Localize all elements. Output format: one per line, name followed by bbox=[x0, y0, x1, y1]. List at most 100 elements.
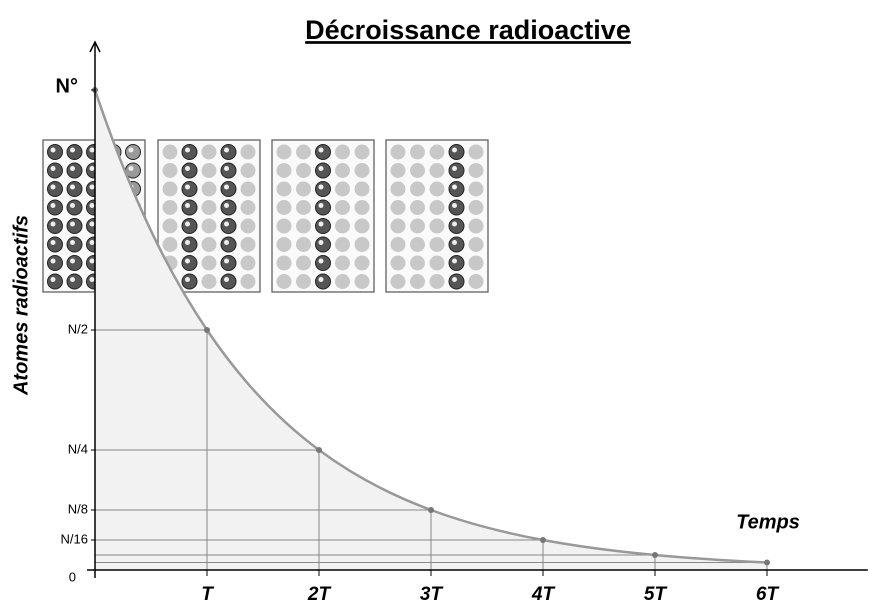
atom bbox=[448, 199, 465, 216]
atom bbox=[354, 274, 370, 289]
atom bbox=[276, 218, 292, 234]
y-tick-label: N/16 bbox=[61, 531, 88, 546]
atom bbox=[335, 218, 350, 234]
atom bbox=[66, 144, 83, 160]
decay-curve bbox=[93, 89, 768, 564]
x-tick-label: 4T bbox=[531, 584, 556, 605]
atom bbox=[410, 163, 425, 178]
atom bbox=[335, 200, 350, 215]
atom bbox=[181, 273, 198, 290]
x-tick-label: 6T bbox=[756, 584, 780, 605]
atom bbox=[410, 181, 425, 197]
atom bbox=[468, 237, 484, 252]
atom bbox=[315, 218, 331, 234]
atom bbox=[335, 144, 350, 160]
atom bbox=[201, 144, 217, 160]
atom-highlight bbox=[318, 240, 324, 245]
atom bbox=[66, 218, 83, 234]
atom bbox=[66, 199, 83, 216]
atom bbox=[429, 274, 445, 289]
atom bbox=[468, 163, 484, 178]
atom bbox=[448, 218, 465, 234]
atom bbox=[276, 274, 292, 289]
atom bbox=[354, 163, 370, 178]
atom bbox=[296, 200, 311, 215]
atom bbox=[429, 181, 445, 197]
atom-highlight bbox=[50, 240, 56, 245]
atom bbox=[47, 236, 63, 253]
atom bbox=[201, 181, 217, 197]
atom bbox=[240, 218, 256, 234]
atom bbox=[315, 255, 331, 271]
atom bbox=[315, 162, 331, 179]
atom-highlight bbox=[224, 166, 229, 171]
atom bbox=[390, 163, 406, 178]
atom bbox=[47, 144, 63, 160]
atom bbox=[240, 163, 256, 178]
atom-highlight bbox=[318, 184, 324, 190]
atom bbox=[296, 274, 311, 289]
atom bbox=[276, 181, 292, 197]
atom bbox=[220, 218, 237, 234]
atom-highlight bbox=[50, 147, 56, 153]
data-point bbox=[540, 537, 546, 543]
y-tick-label: N/8 bbox=[68, 501, 88, 516]
atom-highlight bbox=[50, 166, 56, 171]
atom bbox=[240, 200, 256, 215]
atom bbox=[66, 255, 83, 271]
atom-highlight bbox=[318, 147, 324, 153]
atom bbox=[390, 200, 406, 215]
atom-highlight bbox=[128, 147, 134, 153]
data-point bbox=[204, 327, 210, 333]
atom-highlight bbox=[70, 277, 75, 282]
atom bbox=[429, 218, 445, 234]
atom bbox=[390, 144, 406, 160]
atom-highlight bbox=[185, 203, 190, 208]
atom-highlight bbox=[128, 166, 134, 171]
atom bbox=[162, 218, 178, 234]
atom bbox=[429, 163, 445, 178]
atom bbox=[276, 237, 292, 252]
atom-highlight bbox=[50, 184, 56, 190]
atom bbox=[296, 237, 311, 252]
atom-highlight bbox=[70, 240, 75, 245]
atom bbox=[240, 181, 256, 197]
atom-highlight bbox=[50, 277, 56, 282]
atom-highlight bbox=[224, 221, 229, 227]
atom-highlight bbox=[185, 258, 190, 264]
atom bbox=[429, 144, 445, 160]
atom-highlight bbox=[185, 277, 190, 282]
atom-highlight bbox=[89, 203, 95, 208]
atom bbox=[315, 199, 331, 216]
atom bbox=[201, 237, 217, 252]
atom bbox=[162, 144, 178, 160]
atom-highlight bbox=[318, 166, 324, 171]
atom-highlight bbox=[452, 147, 457, 153]
atom bbox=[429, 255, 445, 271]
atom-highlight bbox=[224, 258, 229, 264]
atom bbox=[220, 273, 237, 290]
y-tick-label: N/2 bbox=[68, 321, 88, 336]
atom-highlight bbox=[70, 258, 75, 264]
atom-highlight bbox=[452, 258, 457, 264]
atom bbox=[201, 274, 217, 289]
atom-highlight bbox=[50, 203, 56, 208]
atom bbox=[335, 255, 350, 271]
atom bbox=[335, 163, 350, 178]
atom bbox=[276, 200, 292, 215]
atom bbox=[410, 237, 425, 252]
atom bbox=[201, 218, 217, 234]
atom-highlight bbox=[452, 277, 457, 282]
atom bbox=[296, 218, 311, 234]
atom bbox=[220, 199, 237, 216]
atom bbox=[296, 144, 311, 160]
atom bbox=[296, 255, 311, 271]
data-point bbox=[652, 552, 658, 558]
atom bbox=[448, 273, 465, 290]
atom-highlight bbox=[185, 221, 190, 227]
data-point bbox=[428, 507, 434, 513]
atom bbox=[335, 237, 350, 252]
atom bbox=[468, 181, 484, 197]
atom bbox=[276, 144, 292, 160]
